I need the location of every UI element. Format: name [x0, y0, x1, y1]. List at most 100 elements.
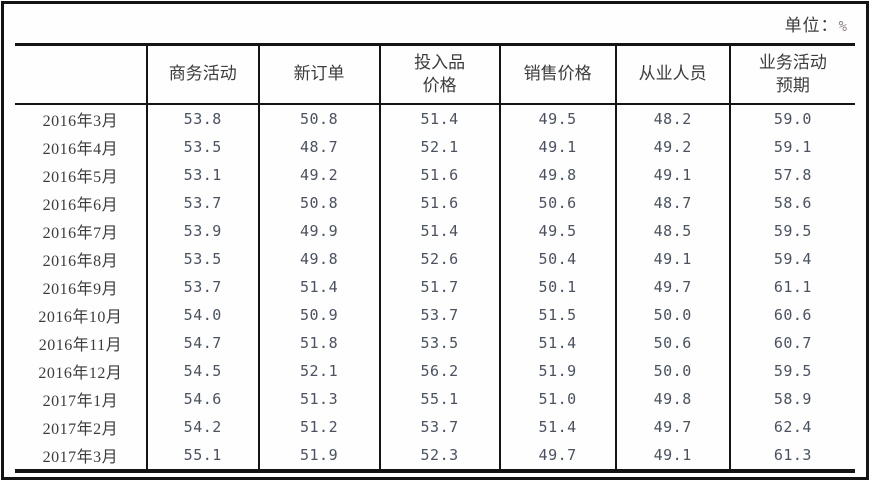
cell-value: 55.1 [145, 441, 259, 471]
cell-value: 49.7 [614, 413, 730, 441]
row-label: 2016年6月 [42, 197, 119, 214]
table-row: 2017年3月 55.1 51.9 52.3 49.7 49.1 61.3 [15, 441, 855, 471]
pmi-table: 商务活动 新订单 投入品 价格 销售价格 从业人员 业务活动 预期 2016年3… [15, 43, 855, 473]
cell-value: 50.6 [614, 329, 730, 357]
row-label: 2016年3月 [42, 113, 119, 130]
cell-value: 49.9 [257, 217, 380, 245]
cell-value: 50.1 [498, 273, 616, 301]
cell-value: 54.7 [145, 329, 259, 357]
table-row: 2017年2月 54.2 51.2 53.7 51.4 49.7 62.4 [15, 413, 855, 441]
cell-value: 62.4 [728, 413, 855, 441]
cell-value: 52.1 [257, 357, 380, 385]
column-header-employment: 从业人员 [614, 44, 730, 105]
cell-value: 49.8 [614, 385, 730, 413]
cell-value: 50.9 [257, 301, 380, 329]
cell-value: 51.3 [257, 385, 380, 413]
cell-value: 51.6 [378, 189, 500, 217]
cell-value: 57.8 [728, 161, 855, 189]
cell-value: 54.5 [145, 357, 259, 385]
cell-value: 49.1 [498, 133, 616, 161]
cell-value: 48.2 [614, 104, 730, 133]
unit-label-percent: % [838, 19, 848, 35]
cell-value: 52.6 [378, 245, 500, 273]
cell-value: 53.5 [378, 329, 500, 357]
cell-value: 59.5 [728, 217, 855, 245]
cell-value: 49.1 [614, 441, 730, 471]
header-row: 商务活动 新订单 投入品 价格 销售价格 从业人员 业务活动 预期 [15, 44, 855, 105]
cell-value: 49.7 [614, 273, 730, 301]
cell-value: 49.1 [614, 245, 730, 273]
table-row: 2016年12月 54.5 52.1 56.2 51.9 50.0 59.5 [15, 357, 855, 385]
cell-value: 56.2 [378, 357, 500, 385]
cell-value: 59.5 [728, 357, 855, 385]
cell-value: 53.1 [145, 161, 259, 189]
row-label: 2016年11月 [38, 337, 123, 354]
table-row: 2016年5月 53.1 49.2 51.6 49.8 49.1 57.8 [15, 161, 855, 189]
cell-value: 59.4 [728, 245, 855, 273]
cell-value: 51.8 [257, 329, 380, 357]
cell-value: 50.4 [498, 245, 616, 273]
cell-value: 50.6 [498, 189, 616, 217]
cell-value: 50.8 [257, 104, 380, 133]
cell-value: 49.1 [614, 161, 730, 189]
cell-value: 53.8 [145, 104, 259, 133]
cell-value: 53.7 [145, 189, 259, 217]
row-label: 2016年5月 [42, 169, 119, 186]
cell-value: 59.0 [728, 104, 855, 133]
column-header-selling-prices: 销售价格 [498, 44, 616, 105]
cell-value: 51.5 [498, 301, 616, 329]
cell-value: 53.7 [378, 301, 500, 329]
cell-value: 49.7 [498, 441, 616, 471]
cell-value: 60.6 [728, 301, 855, 329]
cell-value: 51.4 [498, 413, 616, 441]
column-header-month [15, 44, 147, 105]
cell-value: 51.4 [498, 329, 616, 357]
table-row: 2016年3月 53.8 50.8 51.4 49.5 48.2 59.0 [15, 104, 855, 133]
cell-value: 52.1 [378, 133, 500, 161]
cell-value: 51.7 [378, 273, 500, 301]
cell-value: 55.1 [378, 385, 500, 413]
cell-value: 49.2 [257, 161, 380, 189]
cell-value: 49.8 [257, 245, 380, 273]
cell-value: 50.0 [614, 357, 730, 385]
pmi-table-container: 商务活动 新订单 投入品 价格 销售价格 从业人员 业务活动 预期 2016年3… [15, 43, 855, 473]
column-header-business-activity: 商务活动 [145, 44, 259, 105]
row-label: 2016年12月 [38, 365, 123, 382]
table-row: 2017年1月 54.6 51.3 55.1 51.0 49.8 58.9 [15, 385, 855, 413]
cell-value: 54.0 [145, 301, 259, 329]
cell-value: 51.4 [378, 104, 500, 133]
row-label: 2017年1月 [42, 393, 119, 410]
table-row: 2016年11月 54.7 51.8 53.5 51.4 50.6 60.7 [15, 329, 855, 357]
cell-value: 51.9 [257, 441, 380, 471]
row-label: 2016年7月 [42, 225, 119, 242]
table-body: 2016年3月 53.8 50.8 51.4 49.5 48.2 59.0 20… [15, 104, 855, 471]
cell-value: 49.5 [498, 217, 616, 245]
column-header-new-orders: 新订单 [257, 44, 380, 105]
cell-value: 51.4 [378, 217, 500, 245]
cell-value: 48.7 [614, 189, 730, 217]
cell-value: 52.3 [378, 441, 500, 471]
cell-value: 59.1 [728, 133, 855, 161]
row-label: 2017年3月 [42, 449, 119, 466]
column-header-activity-expectation: 业务活动 预期 [728, 44, 855, 105]
cell-value: 61.3 [728, 441, 855, 471]
cell-value: 53.5 [145, 245, 259, 273]
cell-value: 61.1 [728, 273, 855, 301]
cell-value: 49.8 [498, 161, 616, 189]
cell-value: 58.6 [728, 189, 855, 217]
table-row: 2016年8月 53.5 49.8 52.6 50.4 49.1 59.4 [15, 245, 855, 273]
cell-value: 53.9 [145, 217, 259, 245]
table-row: 2016年6月 53.7 50.8 51.6 50.6 48.7 58.6 [15, 189, 855, 217]
cell-value: 53.7 [145, 273, 259, 301]
cell-value: 53.5 [145, 133, 259, 161]
cell-value: 48.5 [614, 217, 730, 245]
unit-label: 单位：% [785, 11, 848, 36]
cell-value: 51.0 [498, 385, 616, 413]
row-label: 2016年8月 [42, 253, 119, 270]
cell-value: 48.7 [257, 133, 380, 161]
cell-value: 58.9 [728, 385, 855, 413]
cell-value: 50.8 [257, 189, 380, 217]
column-header-input-prices: 投入品 价格 [378, 44, 500, 105]
unit-label-prefix: 单位： [784, 16, 839, 35]
cell-value: 51.6 [378, 161, 500, 189]
